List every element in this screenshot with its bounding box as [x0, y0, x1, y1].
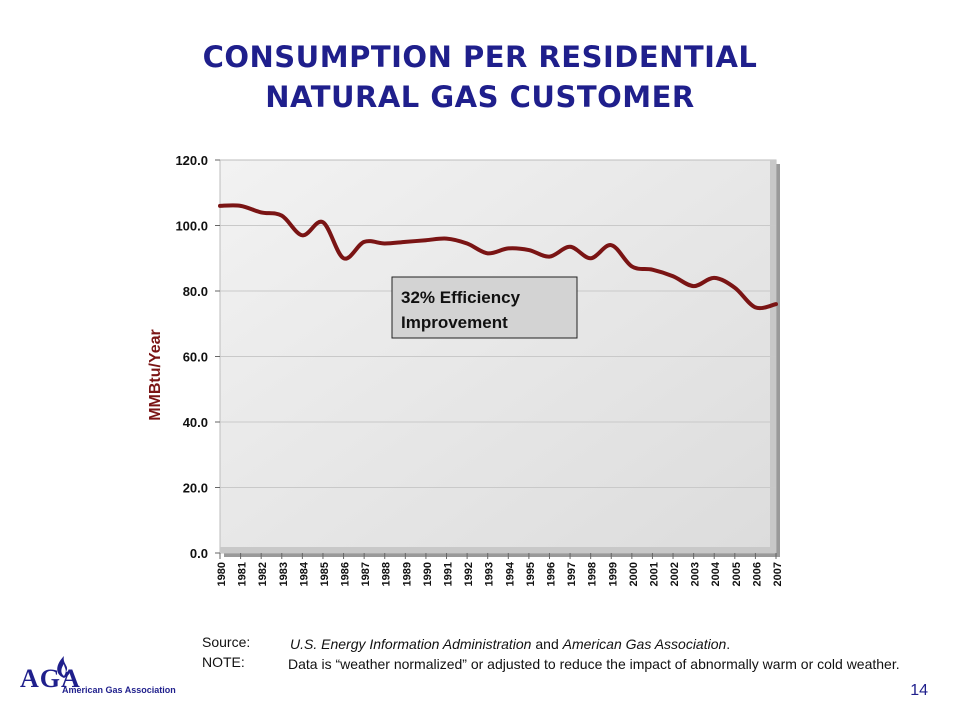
x-tick-label: 1989 — [401, 562, 413, 586]
x-tick-label: 1995 — [525, 562, 537, 586]
logo-name: American Gas Association — [62, 685, 176, 695]
x-tick-label: 1990 — [422, 562, 434, 586]
source-end: . — [726, 636, 731, 652]
x-tick-label: 1985 — [319, 562, 331, 586]
x-tick-label: 2000 — [628, 562, 640, 586]
annotation-box — [391, 276, 578, 339]
annotation-text: 32% Efficiency — [401, 288, 521, 307]
chart-title-line-1: CONSUMPTION PER RESIDENTIAL — [202, 40, 758, 74]
x-tick-label: 1980 — [216, 562, 228, 586]
source-association: American Gas Association — [562, 636, 727, 652]
x-tick-label: 1999 — [607, 562, 619, 586]
chart-title-line-2: NATURAL GAS CUSTOMER — [265, 80, 695, 114]
x-tick-label: 1996 — [545, 562, 557, 586]
source-label: Source: — [202, 634, 251, 650]
y-tick-label: 100.0 — [175, 219, 208, 234]
x-tick-label: 1987 — [360, 562, 372, 586]
series-line — [218, 203, 778, 311]
x-tick-label: 1988 — [381, 562, 393, 586]
y-tick-label: 40.0 — [183, 415, 208, 430]
x-tick-label: 1998 — [587, 562, 599, 586]
x-tick-label: 2006 — [751, 562, 763, 586]
note-label: NOTE: — [202, 654, 245, 670]
x-tick-label: 1994 — [504, 561, 516, 586]
x-tick-label: 1984 — [298, 561, 310, 586]
x-tick-label: 1986 — [340, 562, 352, 586]
x-tick-label: 1982 — [257, 562, 269, 586]
x-tick-label: 2005 — [731, 562, 743, 586]
annotation-text: Improvement — [401, 313, 508, 332]
y-tick-label: 60.0 — [183, 350, 208, 365]
source-text: U.S. Energy Information Administration a… — [290, 634, 930, 654]
source-agency: U.S. Energy Information Administration — [290, 636, 532, 652]
y-tick-label: 20.0 — [183, 481, 208, 496]
y-tick-label: 120.0 — [175, 153, 208, 168]
x-tick-label: 2007 — [772, 562, 784, 586]
line-chart: 0.0 20.0 40.0 60.0 80.0 100.0 120.0 1980 1981 19… — [147, 153, 784, 586]
logo-wordmark: AGA — [20, 664, 81, 693]
y-axis-label: MMBtu/Year — [147, 329, 164, 421]
x-tick-label: 1993 — [484, 562, 496, 586]
y-tick-label: 80.0 — [183, 284, 208, 299]
x-tick-label: 2004 — [710, 561, 722, 586]
x-tick-label: 1983 — [278, 562, 290, 586]
source-and: and — [531, 636, 563, 652]
note-text: Data is “weather normalized” or adjusted… — [288, 656, 900, 672]
x-tick-label: 2003 — [690, 562, 702, 586]
x-tick-label: 1991 — [443, 562, 455, 586]
flame-icon — [57, 656, 70, 678]
page-number: 14 — [910, 682, 928, 699]
plot-bevel-bottom — [220, 547, 776, 553]
y-tick-label: 0.0 — [190, 546, 208, 561]
x-tick-label: 1981 — [237, 562, 249, 586]
aga-logo: AGA American Gas Association — [14, 656, 184, 700]
x-tick-label: 1997 — [566, 562, 578, 586]
x-tick-label: 1992 — [463, 562, 475, 586]
x-tick-label: 2001 — [648, 562, 660, 586]
x-tick-label: 2002 — [669, 562, 681, 586]
